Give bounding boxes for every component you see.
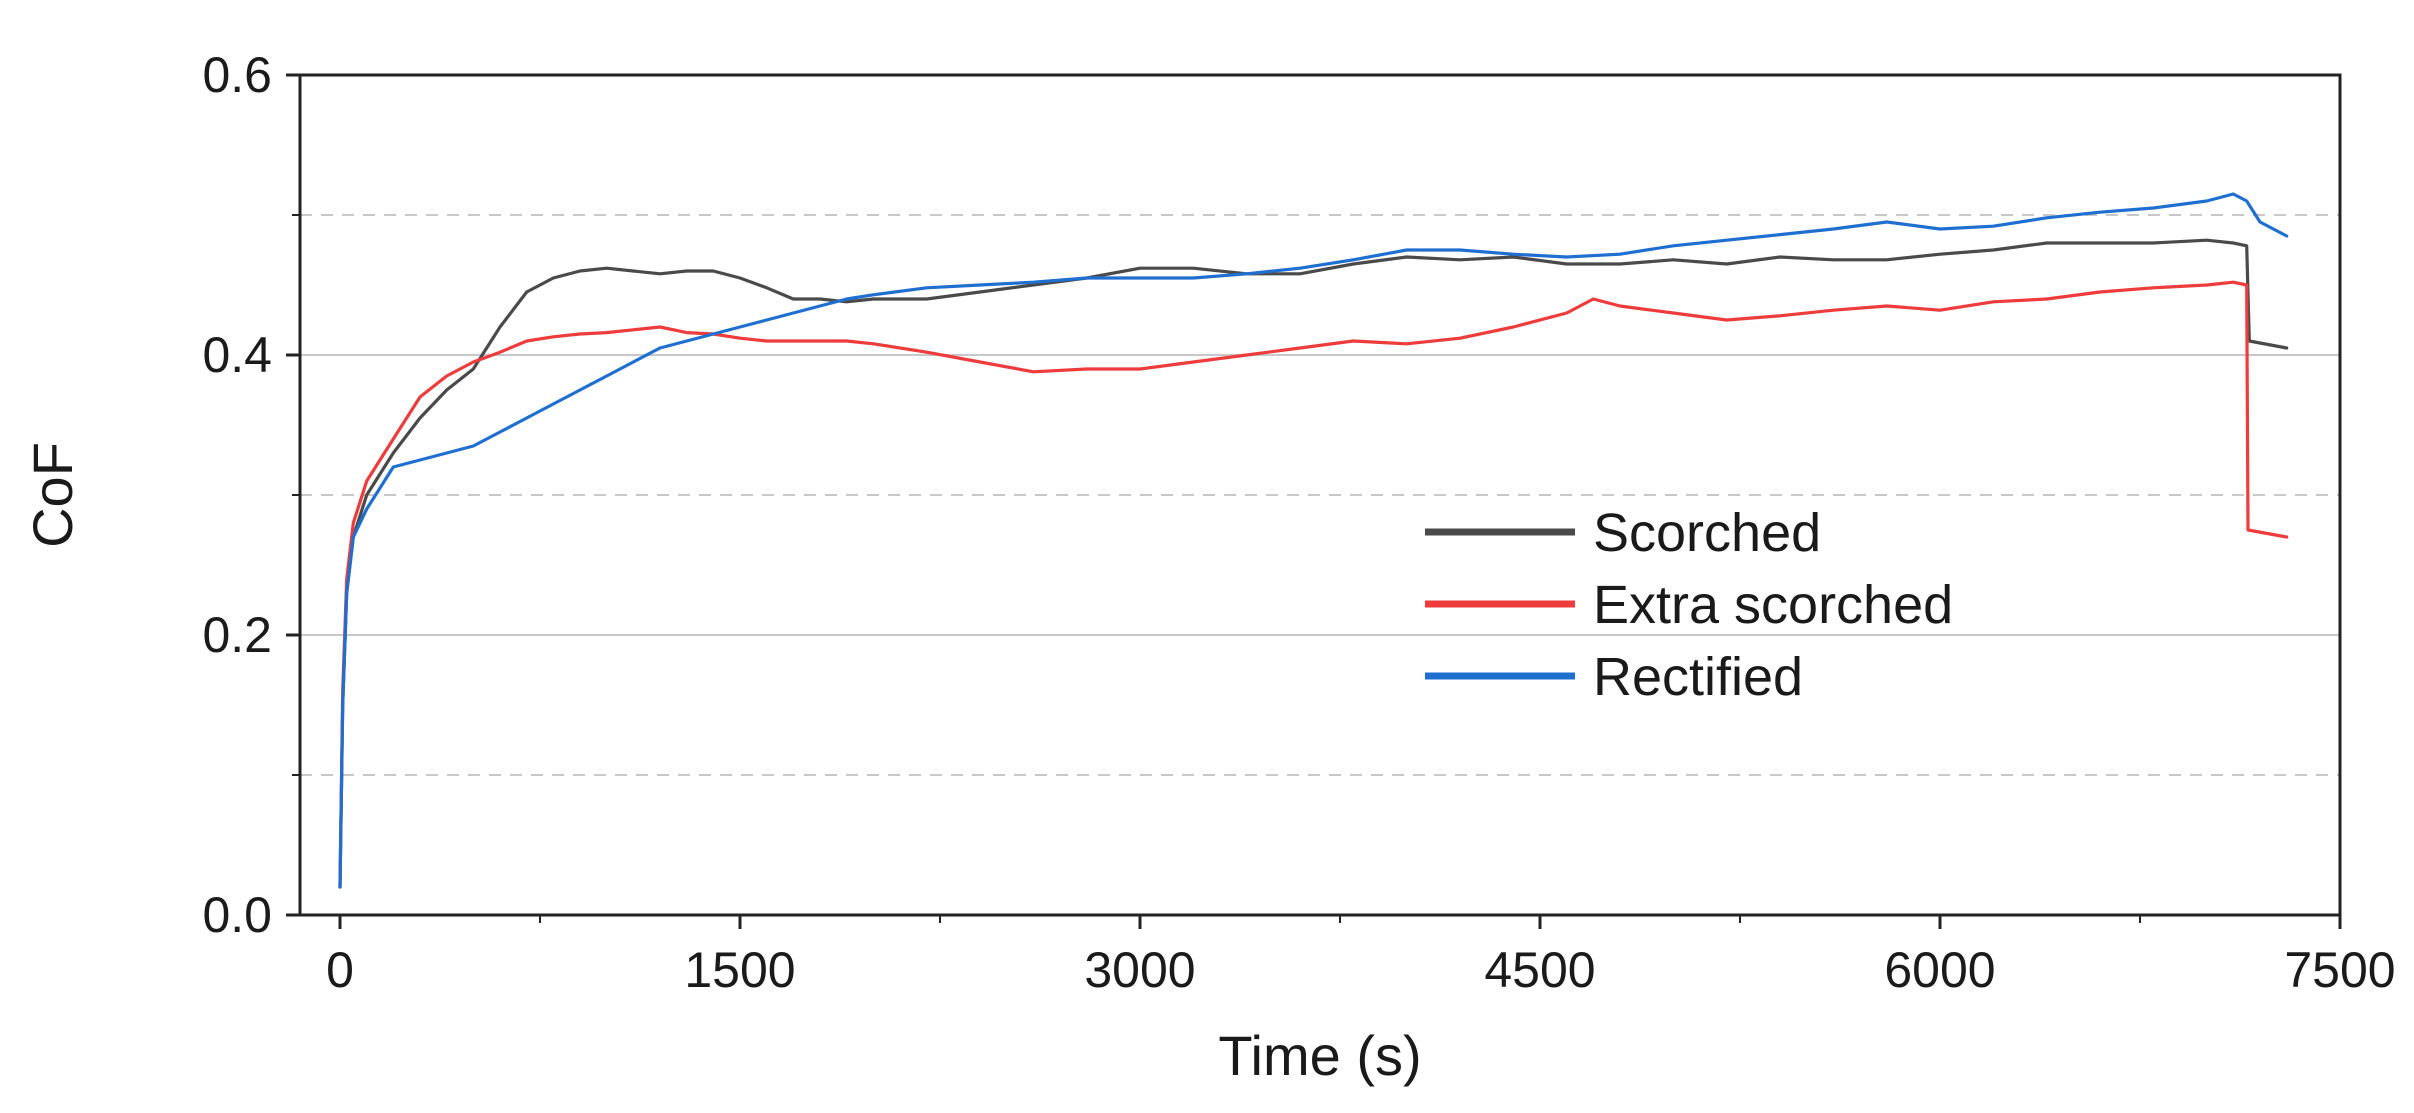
x-tick-label: 7500 <box>2284 942 2395 998</box>
y-tick-label: 0.0 <box>202 887 272 943</box>
grid-lines <box>300 214 2340 776</box>
x-tick-label: 6000 <box>1884 942 1995 998</box>
y-axis-title: CoF <box>21 442 84 548</box>
legend: Scorched Extra scorched Rectified <box>1425 503 1953 707</box>
series-line-rectified <box>338 192 2289 889</box>
x-tick-label: 3000 <box>1084 942 1195 998</box>
legend-label: Scorched <box>1593 503 1821 563</box>
y-tick-label: 0.2 <box>202 607 272 663</box>
x-tick-label: 4500 <box>1484 942 1595 998</box>
x-axis-title: Time (s) <box>1218 1024 1421 1087</box>
y-tick-label: 0.4 <box>202 327 272 383</box>
legend-label: Extra scorched <box>1593 575 1953 635</box>
axis-ticks: 0 1500 3000 4500 6000 7500 0.0 0.2 0.4 0.6 <box>202 47 2395 998</box>
x-tick-label: 1500 <box>684 942 795 998</box>
series-line-scorched <box>338 238 2289 889</box>
series-line-extra-scorched <box>338 280 2289 889</box>
y-tick-label: 0.6 <box>202 47 272 103</box>
legend-label: Rectified <box>1593 647 1803 707</box>
series-lines <box>338 192 2289 889</box>
x-tick-label: 0 <box>326 942 354 998</box>
